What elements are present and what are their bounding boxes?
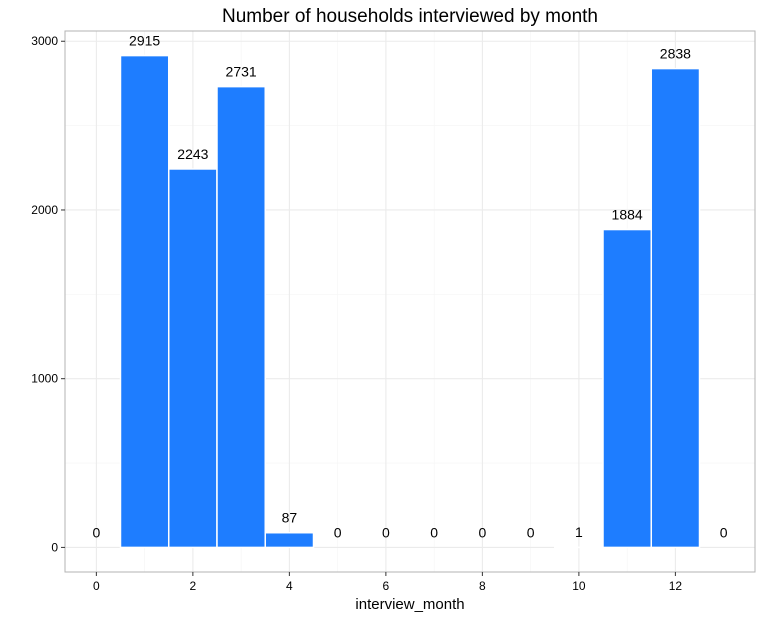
bar (216, 85, 266, 549)
bar (167, 168, 218, 549)
x-axis-title: interview_month (355, 596, 464, 613)
x-tick-label: 6 (383, 579, 390, 593)
bars (119, 54, 701, 549)
bar (650, 67, 701, 549)
chart-title: Number of households interviewed by mont… (222, 6, 598, 27)
bar-value-label: 1884 (612, 207, 643, 223)
bar-value-label: 2731 (226, 64, 257, 80)
bar-value-label: 0 (430, 524, 438, 540)
bar-value-label: 2838 (660, 46, 691, 62)
bar-value-label: 0 (478, 524, 486, 540)
panel-border (64, 30, 756, 573)
y-tick-label: 0 (51, 540, 58, 554)
x-tick-label: 8 (479, 579, 486, 593)
bar (119, 54, 170, 549)
data-labels: 0 2915 2243 2731 87 0 0 0 0 0 1 1884 2838 0 (92, 33, 727, 541)
bar-value-label: 87 (282, 510, 298, 526)
bar (264, 531, 315, 549)
bar-value-label: 2915 (129, 33, 160, 49)
x-tick-label: 2 (190, 579, 197, 593)
y-tick-label: 2000 (31, 203, 58, 217)
bar-value-label: 0 (527, 524, 535, 540)
y-tick-label: 1000 (31, 372, 58, 386)
x-tick-label: 4 (286, 579, 293, 593)
bar-value-label: 0 (382, 524, 390, 540)
bar-value-label: 0 (720, 524, 728, 540)
bar-value-label: 2243 (177, 146, 208, 162)
bar-value-label: 0 (92, 524, 100, 540)
bar-value-label: 0 (334, 524, 342, 540)
x-tick-label: 0 (93, 579, 100, 593)
y-tick-label: 3000 (31, 34, 58, 48)
bar-value-label: 1 (575, 524, 583, 540)
x-tick-label: 12 (669, 579, 683, 593)
x-tick-label: 10 (572, 579, 586, 593)
bar (602, 228, 653, 549)
